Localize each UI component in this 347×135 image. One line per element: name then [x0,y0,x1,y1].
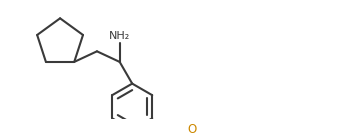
Text: O: O [187,123,196,135]
Text: NH₂: NH₂ [109,31,130,41]
